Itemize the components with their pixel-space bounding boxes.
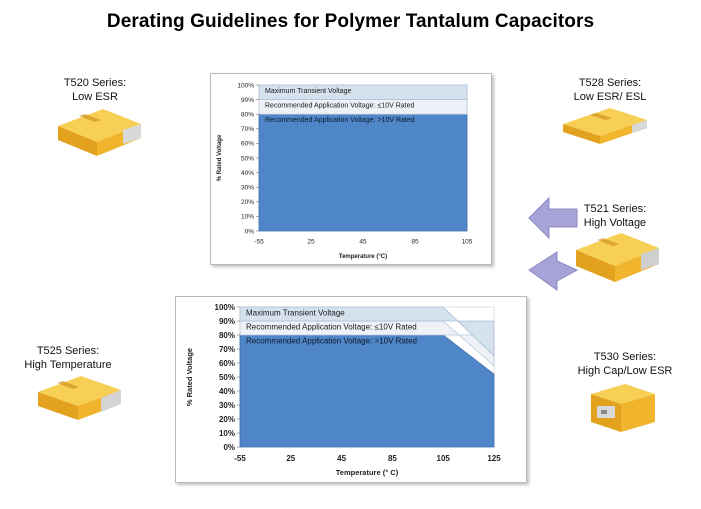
band-area [258,84,468,101]
band-area [239,334,495,448]
y-tick-label: 70% [219,345,235,354]
series-name: T520 Series: [63,77,127,89]
y-tick-label: 0% [245,228,255,235]
series-label-t525: T525 Series: High Temperature [8,344,128,372]
series-label-t530: T530 Series: High Cap/Low ESR [565,350,685,378]
y-tick-label: 80% [219,331,235,340]
series-desc: High Temperature [24,359,112,371]
band-label: Recommended Application Voltage: >10V Ra… [246,337,417,346]
x-tick-label: 125 [487,454,501,463]
y-tick-label: 80% [241,111,254,118]
band-area [258,113,468,232]
derating-chart-bottom: Recommended Application Voltage: >10V Ra… [175,296,527,483]
y-tick-label: 90% [241,97,254,104]
y-tick-label: 10% [241,214,254,221]
y-axis-label: % Rated Voltage [217,134,223,181]
y-tick-label: 30% [241,184,254,191]
arrow-left-icon [528,196,578,240]
y-tick-label: 40% [219,387,235,396]
y-tick-label: 100% [215,303,235,312]
x-tick-label: -55 [254,239,264,246]
y-tick-label: 50% [241,155,254,162]
band-label: Recommended Application Voltage: ≤10V Ra… [265,103,414,110]
band-label: Recommended Application Voltage: >10V Ra… [265,117,415,124]
derating-chart-top: Recommended Application Voltage: >10V Ra… [210,73,492,265]
page-title: Derating Guidelines for Polymer Tantalum… [106,11,595,32]
chart-svg: Recommended Application Voltage: >10V Ra… [217,82,473,260]
capacitor-t530-image [591,384,655,432]
capacitor-t528-image [563,108,647,144]
arrow-left-icon [528,251,579,291]
x-axis-label: Temperature (°C) [339,254,387,260]
x-tick-label: 25 [286,454,295,463]
y-axis-label: % Rated Voltage [185,348,194,406]
series-label-t520: T520 Series: Low ESR [40,76,150,104]
y-tick-label: 50% [219,373,235,382]
x-tick-label: 85 [388,454,397,463]
capacitor-t520-image [58,109,141,156]
series-desc: High Voltage [583,217,647,229]
x-tick-label: 45 [337,454,346,463]
series-name: T530 Series: [593,351,657,363]
series-name: T528 Series: [578,77,642,89]
capacitor-t521-image [576,233,659,282]
chart-svg: Recommended Application Voltage: >10V Ra… [185,303,501,477]
y-tick-label: 0% [223,443,235,452]
band-label: Maximum Transient Voltage [265,88,351,95]
y-tick-label: 30% [219,401,235,410]
series-label-t521: T521 Series: High Voltage [555,202,675,230]
x-tick-label: 45 [359,239,367,246]
band-label: Recommended Application Voltage: ≤10V Ra… [246,323,417,332]
y-tick-label: 20% [219,415,235,424]
x-tick-label: 105 [462,239,473,246]
y-tick-label: 100% [237,82,254,89]
y-tick-label: 40% [241,170,254,177]
x-tick-label: 85 [411,239,419,246]
x-tick-label: 105 [437,454,451,463]
series-desc: Low ESR [72,91,118,103]
series-label-t528: T528 Series: Low ESR/ ESL [555,76,665,104]
y-tick-label: 10% [219,429,235,438]
y-tick-label: 90% [219,317,235,326]
series-desc: Low ESR/ ESL [573,91,647,103]
capacitor-t525-image [38,376,121,420]
x-axis-label: Temperature (° C) [336,468,399,477]
y-tick-label: 60% [241,141,254,148]
series-desc: High Cap/Low ESR [577,365,673,377]
band-area [239,306,495,357]
band-label: Maximum Transient Voltage [246,309,345,318]
x-tick-label: -55 [234,454,246,463]
y-tick-label: 60% [219,359,235,368]
series-name: T525 Series: [36,345,100,357]
x-tick-label: 25 [307,239,315,246]
y-tick-label: 70% [241,126,254,133]
y-tick-label: 20% [241,199,254,206]
series-name: T521 Series: [583,203,647,215]
